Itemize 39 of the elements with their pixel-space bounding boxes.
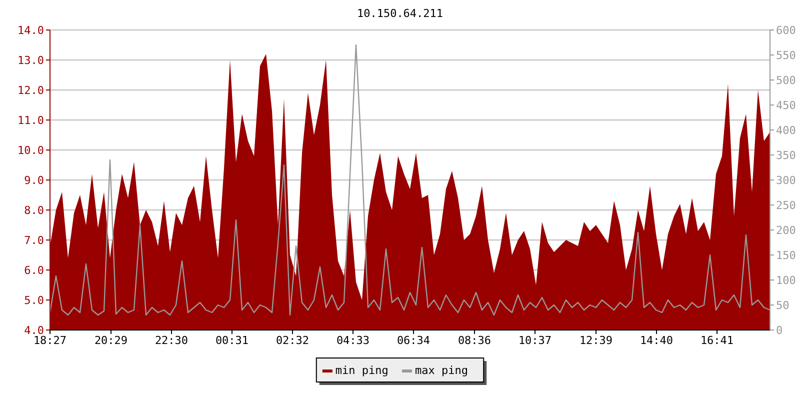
x-tick-label: 18:27	[33, 334, 67, 347]
y-tick-label: 7.0	[24, 234, 44, 247]
y2-tick-label: 600	[776, 24, 796, 37]
y-tick-label: 6.0	[24, 264, 44, 277]
x-tick-label: 20:29	[94, 334, 128, 347]
x-tick-label: 10:37	[518, 334, 552, 347]
y2-tick-label: 200	[776, 224, 796, 237]
y2-tick-label: 50	[776, 299, 790, 312]
x-tick-label: 22:30	[154, 334, 188, 347]
y2-tick-label: 400	[776, 124, 796, 137]
y-tick-label: 8.0	[24, 204, 44, 217]
y2-tick-label: 0	[776, 324, 783, 337]
y-tick-label: 5.0	[24, 294, 44, 307]
y-tick-label: 14.0	[18, 24, 44, 37]
y-tick-label: 11.0	[18, 114, 44, 127]
x-tick-label: 12:39	[579, 334, 613, 347]
y2-tick-label: 250	[776, 199, 796, 212]
x-tick-label: 02:32	[276, 334, 310, 347]
y-tick-label: 13.0	[18, 54, 44, 67]
y-tick-label: 12.0	[18, 84, 44, 97]
legend-label: max ping	[415, 364, 468, 377]
x-tick-label: 00:31	[215, 334, 249, 347]
x-tick-label: 14:40	[640, 334, 674, 347]
y-tick-label: 10.0	[18, 144, 44, 157]
legend-label: min ping	[335, 364, 388, 377]
x-tick-label: 06:34	[396, 334, 430, 347]
y-tick-label: 4.0	[24, 324, 44, 337]
y2-tick-label: 100	[776, 274, 796, 287]
y2-tick-label: 450	[776, 99, 796, 112]
y-tick-label: 9.0	[24, 174, 44, 187]
x-tick-label: 08:36	[458, 334, 492, 347]
y2-tick-label: 150	[776, 249, 796, 262]
y2-tick-label: 350	[776, 149, 796, 162]
y2-tick-label: 550	[776, 49, 796, 62]
y2-tick-label: 500	[776, 74, 796, 87]
x-tick-label: 04:33	[336, 334, 370, 347]
y2-tick-label: 300	[776, 174, 796, 187]
x-tick-label: 16:41	[700, 334, 734, 347]
chart-title: 10.150.64.211	[356, 7, 444, 20]
